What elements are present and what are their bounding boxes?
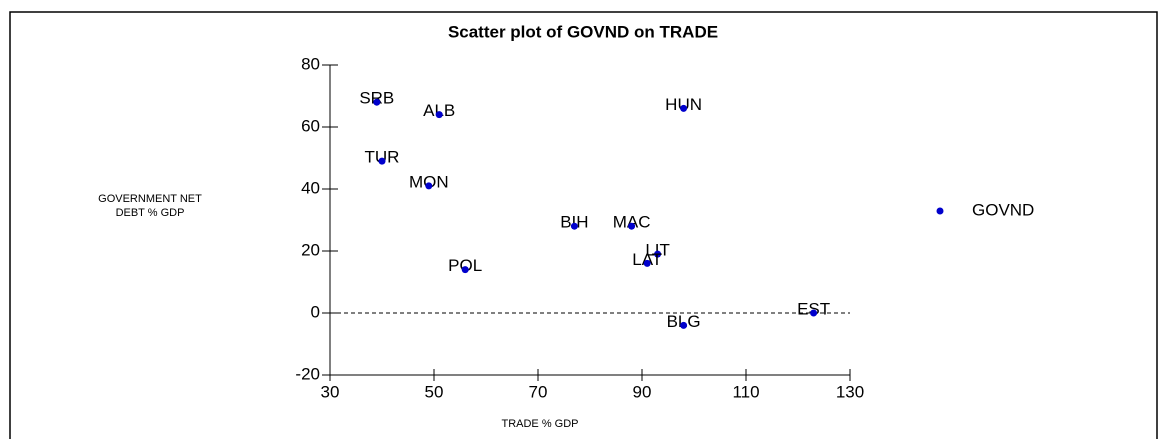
- point-label: POL: [448, 256, 482, 275]
- point-label: HUN: [665, 95, 702, 114]
- y-tick-label: 60: [301, 116, 320, 135]
- point-label: ALB: [423, 101, 455, 120]
- chart-title: Scatter plot of GOVND on TRADE: [448, 22, 718, 41]
- point-label: LIT: [645, 241, 670, 260]
- legend-marker: [936, 207, 944, 215]
- x-tick-label: 70: [529, 382, 548, 401]
- y-tick-label: 40: [301, 178, 320, 197]
- point: [628, 222, 636, 230]
- point: [570, 222, 578, 230]
- y-tick-label: 0: [311, 302, 320, 321]
- y-axis-label: GOVERNMENT NET: [98, 193, 202, 205]
- y-tick-label: 80: [301, 54, 320, 73]
- y-tick-label: 20: [301, 240, 320, 259]
- point: [643, 259, 651, 267]
- x-tick-label: 90: [633, 382, 652, 401]
- point-label: EST: [797, 299, 830, 318]
- point: [435, 111, 443, 119]
- point-label: TUR: [365, 148, 400, 167]
- point-label: MAC: [613, 213, 651, 232]
- point: [810, 309, 818, 317]
- point: [425, 182, 433, 190]
- y-tick-label: -20: [295, 364, 320, 383]
- x-tick-label: 50: [425, 382, 444, 401]
- x-tick-label: 110: [732, 382, 759, 401]
- point: [680, 321, 688, 329]
- point: [654, 250, 662, 258]
- point-label: BIH: [560, 213, 588, 232]
- y-axis-label: DEBT % GDP: [116, 207, 185, 219]
- x-tick-label: 30: [321, 382, 340, 401]
- point: [461, 266, 469, 274]
- frame: [9, 11, 1158, 439]
- point: [378, 157, 386, 165]
- point-label: LAT: [632, 250, 662, 269]
- point-label: SRB: [359, 89, 394, 108]
- point-label: MON: [409, 172, 449, 191]
- point: [680, 104, 688, 112]
- point: [373, 98, 381, 106]
- x-tick-label: 130: [836, 382, 864, 401]
- point-label: BLG: [667, 312, 701, 331]
- legend-label: GOVND: [972, 200, 1034, 219]
- x-axis-label: TRADE % GDP: [501, 418, 578, 430]
